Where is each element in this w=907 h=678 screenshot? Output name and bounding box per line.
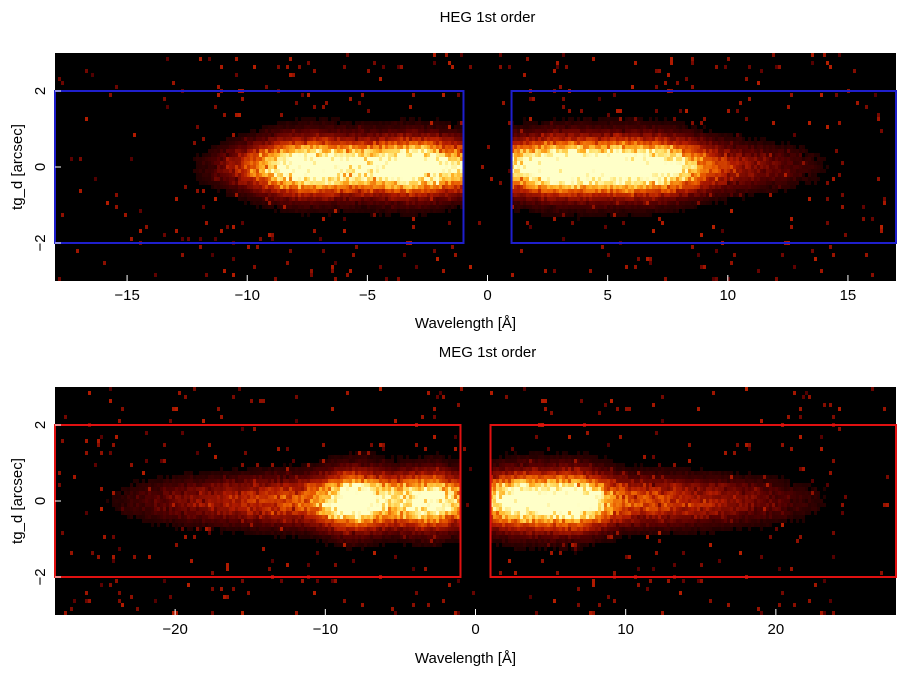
x-tick-label: 20 — [768, 621, 785, 638]
x-axis-label: Wavelength [Å] — [415, 650, 516, 667]
y-tick-label: −2 — [32, 234, 49, 251]
x-tick-label: −15 — [114, 287, 139, 304]
y-tick-label: 0 — [32, 497, 49, 505]
chart-title: MEG 1st order — [439, 344, 537, 361]
x-tick-label: 10 — [719, 287, 736, 304]
x-tick-label: 5 — [603, 287, 611, 304]
y-tick-label: 0 — [32, 163, 49, 171]
x-tick-label: 0 — [471, 621, 479, 638]
x-tick-label: −10 — [235, 287, 260, 304]
y-axis-label: tg_d [arcsec] — [9, 458, 26, 544]
x-axis-label: Wavelength [Å] — [415, 315, 516, 332]
chart-title: HEG 1st order — [440, 9, 536, 26]
x-tick-label: −10 — [313, 621, 338, 638]
extraction-region-2 — [510, 90, 897, 244]
y-tick-label: 2 — [32, 87, 49, 95]
x-tick-label: 15 — [840, 287, 857, 304]
y-tick-label: 2 — [32, 421, 49, 429]
x-tick-label: 0 — [483, 287, 491, 304]
chart-panel-1: HEG 1st order −15 −10 −5 0 5 10 15 −2 0 2 Wavelengt… — [9, 9, 897, 332]
y-tick-label: −2 — [32, 568, 49, 585]
heatmap-cells — [58, 387, 889, 615]
x-tick-label: 10 — [617, 621, 634, 638]
extraction-region-2 — [489, 424, 897, 578]
heatmap-cells — [58, 53, 886, 281]
y-axis-label: tg_d [arcsec] — [9, 124, 26, 210]
x-tick-label: −20 — [162, 621, 187, 638]
x-tick-label: −5 — [359, 287, 376, 304]
